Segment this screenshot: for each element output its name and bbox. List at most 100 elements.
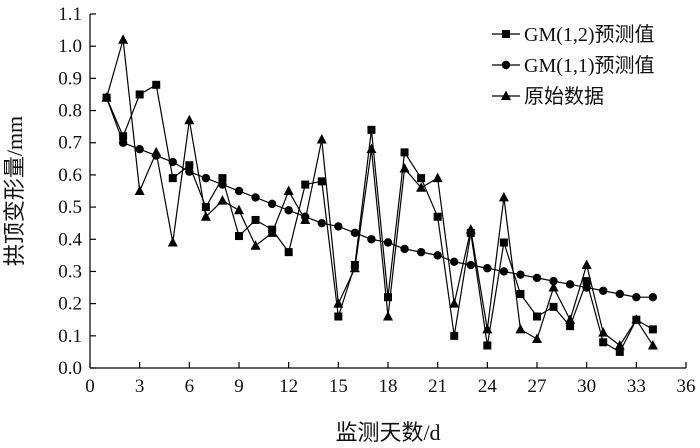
x-tick-label: 36 (677, 376, 696, 397)
data-point-triangle (465, 224, 476, 234)
data-point-triangle (200, 211, 211, 221)
data-point-triangle (267, 227, 278, 237)
data-point-triangle (399, 162, 410, 173)
y-tick-label: 0.8 (58, 101, 82, 122)
data-point-square (582, 277, 591, 286)
data-point-triangle (532, 333, 542, 344)
data-point-circle (483, 264, 492, 273)
series-triangle (101, 34, 658, 350)
data-point-circle (317, 218, 326, 228)
data-point-square (119, 132, 128, 141)
data-point-circle (416, 247, 426, 257)
y-tick-label: 1.0 (58, 36, 82, 57)
data-point-circle (516, 270, 525, 279)
series-circle (102, 93, 658, 302)
y-tick-label: 0.2 (58, 294, 82, 315)
data-point-circle (118, 138, 128, 147)
data-point-circle (582, 283, 591, 292)
x-tick-label: 33 (627, 376, 646, 397)
data-point-square (417, 174, 426, 183)
y-tick-label: 0.9 (58, 68, 82, 89)
data-point-triangle (548, 282, 559, 292)
y-tick-label: 1.1 (58, 4, 82, 25)
y-tick-label: 0.6 (58, 165, 82, 186)
data-point-triangle (565, 314, 576, 324)
data-point-circle (251, 193, 260, 202)
data-point-circle (632, 293, 641, 302)
data-point-circle (450, 257, 459, 266)
legend-item: GM(1,1)预测值 (492, 54, 655, 77)
data-point-square (152, 80, 161, 89)
data-point-circle (168, 157, 177, 167)
data-point-triangle (631, 314, 642, 324)
data-point-circle (648, 293, 658, 302)
x-tick-label: 15 (329, 376, 348, 397)
data-point-square (218, 174, 227, 183)
data-point-square (499, 238, 508, 247)
y-tick-label: 0.0 (58, 358, 82, 379)
data-point-triangle (118, 34, 129, 44)
data-point-square (648, 325, 657, 334)
data-point-square (301, 180, 310, 189)
data-point-circle (615, 289, 624, 299)
data-point-triangle (647, 339, 658, 350)
data-point-square (135, 90, 144, 99)
data-point-square (185, 161, 194, 170)
legend-label: GM(1,2)预测值 (524, 23, 655, 46)
data-point-circle (499, 267, 509, 276)
data-point-circle (201, 173, 211, 183)
data-point-square (516, 289, 525, 298)
x-tick-label: 21 (428, 376, 447, 397)
data-point-triangle (416, 182, 427, 192)
data-point-square (566, 322, 575, 331)
legend-item: GM(1,2)预测值 (492, 23, 655, 46)
data-point-triangle (101, 92, 112, 102)
legend-marker-triangle (501, 90, 511, 100)
data-point-triangle (383, 311, 393, 321)
data-point-square (433, 212, 442, 221)
data-point-circle (234, 186, 244, 196)
legend-label: GM(1,1)预测值 (524, 54, 655, 77)
x-tick-label: 6 (185, 376, 195, 397)
y-tick-label: 0.7 (58, 133, 82, 154)
data-point-circle (599, 286, 608, 295)
y-axis-title: 拱顶变形量/mm (2, 116, 27, 266)
data-point-square (235, 232, 243, 241)
series-line-triangle (105, 39, 654, 347)
data-point-square (615, 347, 624, 356)
data-point-triangle (283, 185, 294, 195)
data-point-square (549, 302, 558, 311)
y-axis-ticks: 0.0 0.1 0.2 0.3 0.4 0.5 0.6 0.7 0.8 0.9 1.0 1.1 (58, 4, 96, 379)
series-line-circle (105, 97, 653, 298)
data-point-triangle (349, 262, 360, 273)
data-point-square (334, 312, 343, 321)
data-point-triangle (432, 172, 443, 183)
x-tick-label: 3 (135, 376, 145, 397)
data-point-square (367, 125, 376, 134)
data-point-triangle (482, 323, 493, 334)
legend-label: 原始数据 (524, 85, 604, 108)
legend-marker-circle (501, 60, 511, 70)
data-point-circle (549, 276, 558, 286)
data-point-triangle (614, 339, 625, 350)
data-point-triangle (366, 143, 377, 154)
data-point-square (483, 341, 492, 350)
data-point-square (533, 312, 541, 321)
data-point-circle (532, 273, 542, 283)
data-point-circle (433, 251, 442, 260)
y-tick-label: 0.1 (58, 326, 82, 347)
data-point-triangle (598, 327, 609, 337)
y-tick-label: 0.5 (58, 197, 82, 218)
data-point-triangle (217, 195, 228, 205)
x-tick-label: 30 (577, 376, 596, 397)
data-point-circle (383, 238, 393, 247)
series-layer (101, 34, 658, 356)
legend-item: 原始数据 (492, 85, 604, 108)
data-point-circle (367, 235, 376, 244)
data-point-triangle (316, 134, 327, 144)
data-point-circle (466, 260, 475, 270)
x-tick-label: 12 (279, 376, 298, 397)
series-line-square (106, 83, 654, 353)
